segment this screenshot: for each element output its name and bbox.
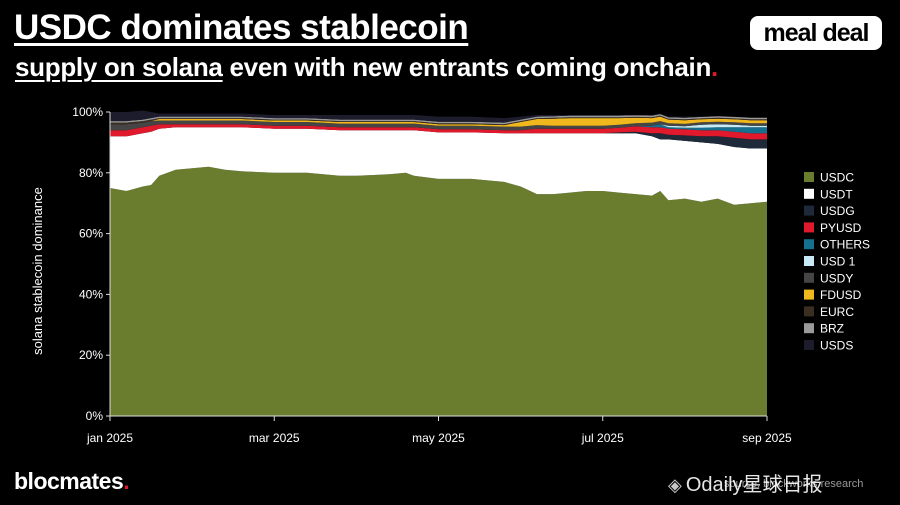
watermark-text: Odaily星球日报 bbox=[685, 474, 823, 496]
blocmates-logo: blocmates. bbox=[14, 468, 130, 495]
area-fdusd bbox=[110, 116, 767, 127]
chart-title: USDC dominates stablecoin bbox=[14, 8, 469, 47]
y-tick-label: 60% bbox=[79, 227, 103, 241]
x-tick-label: jan 2025 bbox=[86, 431, 133, 445]
legend-label-usds: USDS bbox=[820, 339, 853, 353]
legend-swatch-usd-1 bbox=[804, 256, 814, 266]
legend-label-eurc: EURC bbox=[820, 305, 854, 319]
subtitle-rest: even with new entrants coming onchain bbox=[222, 52, 712, 82]
legend-label-usdt: USDT bbox=[820, 187, 853, 201]
y-tick-label: 20% bbox=[79, 348, 103, 362]
x-tick-label: may 2025 bbox=[412, 431, 465, 445]
brand-dot: . bbox=[123, 468, 130, 494]
y-tick-label: 40% bbox=[79, 287, 103, 301]
legend-label-others: OTHERS bbox=[820, 238, 870, 252]
legend-swatch-usdy bbox=[804, 272, 814, 283]
brand-name: blocmates bbox=[14, 468, 124, 494]
legend-label-usdc: USDC bbox=[820, 171, 854, 185]
legend-label-usdy: USDY bbox=[820, 271, 853, 285]
x-tick-label: sep 2025 bbox=[742, 431, 792, 445]
legend-swatch-brz bbox=[804, 323, 814, 334]
legend-swatch-usdg bbox=[804, 205, 814, 216]
x-tick-label: jul 2025 bbox=[581, 431, 624, 445]
area-usdy bbox=[110, 120, 767, 131]
area-eurc bbox=[110, 115, 767, 126]
subtitle-highlight: supply on solana bbox=[15, 52, 223, 82]
area-usdt bbox=[110, 127, 767, 205]
odaily-watermark: ◈ Odaily星球日报 bbox=[668, 468, 823, 497]
area-brz bbox=[110, 114, 767, 125]
legend-swatch-usds bbox=[804, 340, 814, 350]
chart-subtitle: supply on solana even with new entrants … bbox=[15, 52, 718, 83]
legend-swatch-others bbox=[804, 239, 814, 250]
legend-swatch-usdc bbox=[804, 172, 814, 182]
meal-deal-logo: meal deal bbox=[750, 16, 882, 50]
x-tick-label: mar 2025 bbox=[249, 431, 300, 445]
legend-label-usdg: USDG bbox=[820, 204, 855, 218]
area-pyusd bbox=[110, 124, 767, 140]
subtitle-dot: . bbox=[711, 52, 718, 82]
y-tick-label: 0% bbox=[86, 409, 104, 423]
legend-label-pyusd: PYUSD bbox=[820, 221, 862, 235]
binance-logo-icon: ◈ bbox=[668, 475, 682, 495]
area-usdc bbox=[110, 166, 767, 416]
legend-swatch-fdusd bbox=[804, 289, 814, 300]
area-usds bbox=[110, 110, 767, 123]
legend-swatch-pyusd bbox=[804, 222, 814, 233]
y-tick-label: 80% bbox=[79, 166, 103, 180]
y-axis-label: solana stablecoin dominance bbox=[30, 187, 45, 355]
legend-swatch-usdt bbox=[804, 188, 814, 199]
legend-swatch-eurc bbox=[804, 306, 814, 317]
source-credit: source: blockworks research bbox=[724, 478, 864, 490]
y-tick-label: 100% bbox=[72, 105, 103, 119]
legend-label-usd-1: USD 1 bbox=[820, 255, 856, 269]
legend-label-brz: BRZ bbox=[820, 322, 844, 336]
legend-label-fdusd: FDUSD bbox=[820, 288, 862, 302]
